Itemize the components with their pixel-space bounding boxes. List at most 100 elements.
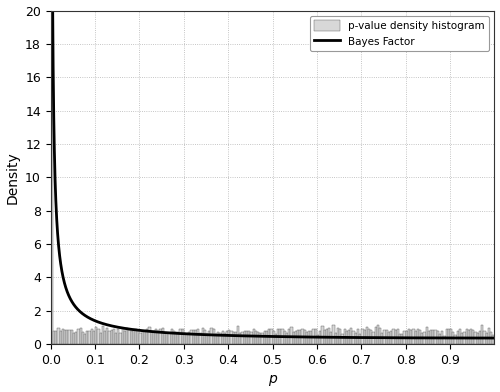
- Bar: [172, 331, 175, 344]
- Bar: [133, 329, 135, 344]
- Bar: [484, 332, 486, 344]
- Bar: [282, 328, 284, 344]
- Bar: [60, 330, 62, 344]
- Bar: [439, 334, 441, 344]
- Bar: [446, 329, 448, 344]
- Bar: [226, 332, 228, 344]
- Bar: [184, 333, 186, 344]
- Bar: [342, 334, 344, 344]
- Bar: [195, 330, 197, 344]
- Bar: [255, 331, 257, 344]
- Bar: [170, 329, 172, 344]
- Bayes Factor: [218, 333, 224, 338]
- Bar: [488, 328, 490, 344]
- Bar: [304, 330, 306, 344]
- Bar: [490, 332, 492, 344]
- Bar: [215, 334, 217, 344]
- Bar: [448, 329, 450, 344]
- Bar: [434, 330, 436, 344]
- Bar: [224, 333, 226, 344]
- Bar: [272, 330, 275, 344]
- Bar: [290, 327, 292, 344]
- Bar: [248, 331, 250, 344]
- Bar: [288, 329, 290, 344]
- Bar: [368, 329, 370, 344]
- Bar: [204, 330, 206, 344]
- Bar: [286, 333, 288, 344]
- Bar: [200, 333, 202, 344]
- Bar: [142, 332, 144, 344]
- Bar: [330, 332, 332, 344]
- Bayes Factor: [482, 336, 488, 340]
- Line: Bayes Factor: Bayes Factor: [51, 0, 494, 338]
- Bar: [279, 329, 281, 344]
- Bar: [259, 333, 262, 344]
- Bar: [68, 330, 70, 344]
- Bar: [352, 331, 354, 344]
- Bar: [144, 332, 146, 344]
- Bar: [436, 330, 439, 344]
- Bar: [468, 330, 470, 344]
- Bar: [237, 326, 240, 344]
- Bar: [390, 330, 392, 344]
- Bar: [157, 330, 160, 344]
- Bar: [450, 329, 452, 344]
- Bar: [472, 330, 474, 344]
- Bayes Factor: [237, 334, 243, 338]
- Bar: [64, 330, 66, 344]
- Bar: [366, 327, 368, 344]
- Bar: [202, 328, 204, 344]
- Bar: [186, 334, 188, 344]
- Bar: [479, 331, 481, 344]
- Bar: [168, 333, 170, 344]
- Bar: [492, 335, 494, 344]
- Bar: [188, 332, 190, 344]
- Bar: [90, 329, 93, 344]
- Bar: [102, 326, 104, 344]
- Bar: [113, 329, 115, 344]
- Bar: [212, 329, 215, 344]
- Bar: [130, 330, 133, 344]
- Bar: [481, 325, 484, 344]
- Bar: [120, 333, 122, 344]
- Bar: [357, 329, 359, 344]
- Bar: [124, 331, 126, 344]
- Bar: [394, 330, 397, 344]
- Bar: [264, 330, 266, 344]
- Bar: [50, 0, 53, 344]
- Bar: [459, 329, 461, 344]
- Bar: [377, 325, 379, 344]
- Bar: [208, 332, 210, 344]
- Bayes Factor: [125, 327, 131, 331]
- Bar: [310, 331, 312, 344]
- Bar: [270, 329, 272, 344]
- Bayes Factor: [435, 336, 441, 340]
- Bar: [386, 330, 388, 344]
- Bar: [306, 332, 308, 344]
- Bar: [454, 335, 456, 344]
- Bar: [317, 335, 319, 344]
- Bar: [397, 329, 399, 344]
- Bar: [78, 329, 80, 344]
- Bar: [122, 328, 124, 344]
- Bar: [421, 333, 424, 344]
- Bar: [104, 330, 106, 344]
- Bar: [372, 332, 374, 344]
- Bar: [235, 332, 237, 344]
- Bar: [53, 332, 55, 344]
- Bar: [206, 334, 208, 344]
- Bar: [190, 330, 192, 344]
- Bar: [292, 332, 294, 344]
- Bar: [362, 329, 364, 344]
- Bar: [100, 333, 102, 344]
- Bar: [275, 334, 277, 344]
- Bar: [84, 334, 86, 344]
- Bar: [337, 328, 339, 344]
- Bar: [146, 329, 148, 344]
- Bar: [277, 329, 279, 344]
- Bar: [153, 331, 155, 344]
- Bar: [354, 333, 357, 344]
- Bar: [110, 330, 113, 344]
- Bar: [162, 328, 164, 344]
- Bayes Factor: [491, 336, 497, 340]
